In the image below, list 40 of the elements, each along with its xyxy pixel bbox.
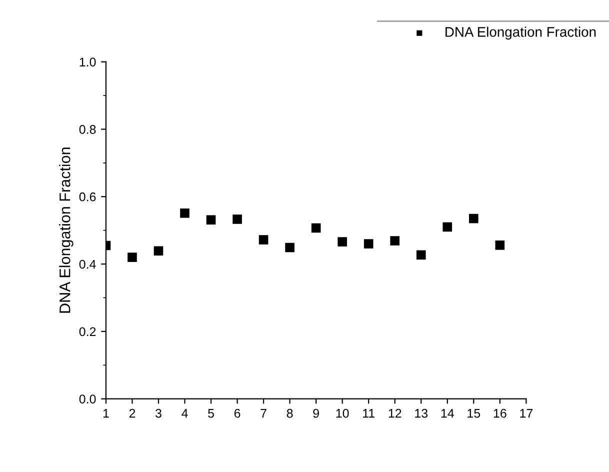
point bbox=[206, 215, 216, 225]
point bbox=[128, 252, 137, 262]
y-tick-label: 0.8 bbox=[79, 125, 96, 134]
x-tick-label: 9 bbox=[313, 408, 319, 418]
point bbox=[442, 222, 452, 232]
point bbox=[285, 242, 294, 252]
point bbox=[364, 239, 374, 248]
point bbox=[416, 250, 426, 260]
x-tick-label: 16 bbox=[494, 408, 506, 418]
y-tick-label: 0.6 bbox=[79, 192, 96, 202]
x-tick-label: 6 bbox=[234, 408, 240, 418]
y-tick-label: 0.0 bbox=[79, 394, 96, 404]
point bbox=[390, 236, 400, 246]
x-tick-label: 14 bbox=[441, 409, 454, 418]
x-tick-label: 15 bbox=[468, 409, 480, 418]
y-tick-label: 1.0 bbox=[80, 58, 96, 66]
x-tick-label: 7 bbox=[260, 409, 266, 418]
x-tick-label: 11 bbox=[363, 409, 374, 418]
point bbox=[495, 240, 505, 250]
point bbox=[232, 214, 242, 224]
x-tick-label: 1 bbox=[103, 409, 109, 418]
x-tick-label: 8 bbox=[286, 408, 293, 418]
x-tick-label: 3 bbox=[155, 408, 162, 418]
point bbox=[338, 237, 347, 246]
point bbox=[258, 235, 268, 244]
point bbox=[468, 214, 478, 224]
point bbox=[311, 223, 321, 233]
x-tick-label: 2 bbox=[129, 408, 136, 418]
x-tick-label: 5 bbox=[208, 409, 214, 418]
y-tick-label: 0.4 bbox=[79, 260, 96, 269]
y-axis-title: DNA Elongation Fraction bbox=[59, 148, 74, 313]
y-tick-label: 0.2 bbox=[79, 327, 96, 336]
point bbox=[180, 208, 190, 218]
x-tick-label: 13 bbox=[415, 408, 428, 418]
x-tick-label: 4 bbox=[182, 409, 188, 418]
legend-label: DNA Elongation Fraction bbox=[446, 26, 596, 40]
x-tick-label: 12 bbox=[388, 408, 402, 418]
x-tick-label: 17 bbox=[520, 409, 532, 418]
x-tick-label: 10 bbox=[336, 408, 349, 418]
point bbox=[154, 246, 164, 256]
